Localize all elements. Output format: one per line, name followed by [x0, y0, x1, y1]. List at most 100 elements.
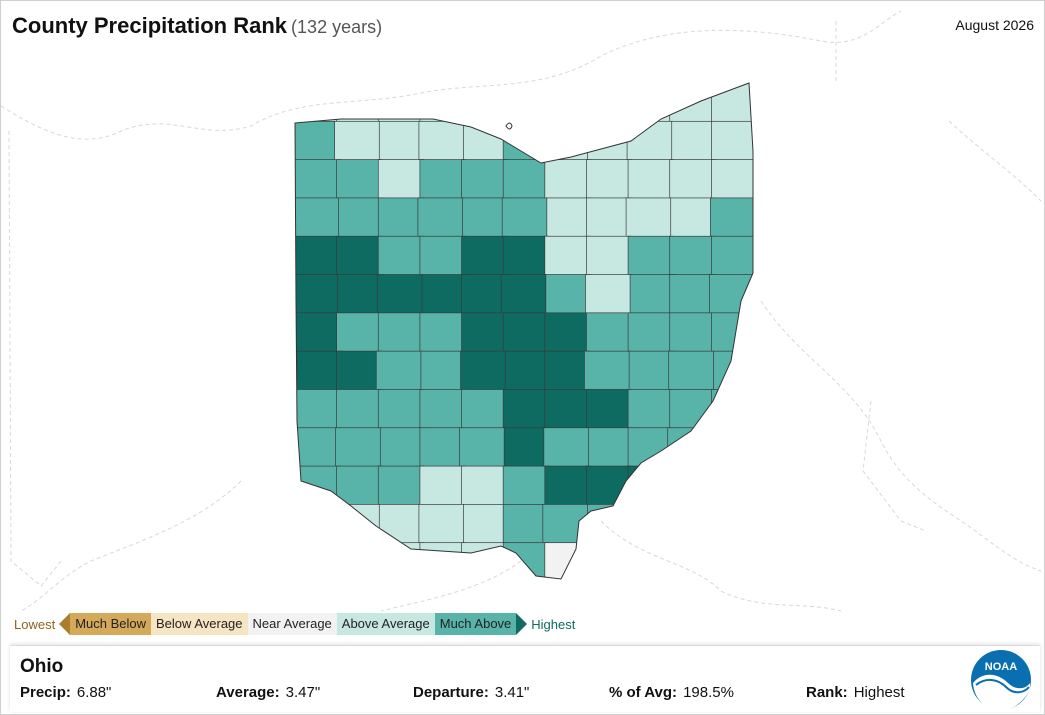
county-11-8[interactable]: [626, 504, 674, 545]
county-5-1[interactable]: [337, 274, 384, 315]
county-8-4[interactable]: [461, 389, 508, 430]
county-4-6[interactable]: [544, 235, 591, 276]
county-5-10[interactable]: [709, 274, 755, 315]
county-11-2[interactable]: [378, 504, 426, 545]
county-11-4[interactable]: [463, 504, 510, 545]
county-4-0[interactable]: [295, 235, 341, 276]
county-8-9[interactable]: [669, 389, 716, 430]
county-4-10[interactable]: [711, 235, 757, 276]
county-7-4[interactable]: [460, 350, 507, 391]
county-1-1[interactable]: [334, 120, 381, 161]
county-0-9[interactable]: [669, 83, 716, 123]
county-10-2[interactable]: [377, 465, 425, 506]
county-12-7[interactable]: [586, 542, 633, 582]
county-9-1[interactable]: [335, 427, 382, 468]
county-1-3[interactable]: [418, 120, 465, 161]
county-2-0[interactable]: [295, 159, 341, 200]
county-0-5[interactable]: [502, 83, 550, 123]
county-6-9[interactable]: [669, 312, 716, 353]
county-6-8[interactable]: [627, 312, 675, 353]
county-3-1[interactable]: [338, 197, 385, 238]
county-9-6[interactable]: [543, 427, 590, 468]
county-12-9[interactable]: [669, 542, 716, 582]
county-9-0[interactable]: [295, 427, 342, 468]
county-5-7[interactable]: [585, 274, 632, 315]
county-11-10[interactable]: [711, 504, 757, 545]
county-8-5[interactable]: [502, 389, 550, 430]
county-0-7[interactable]: [586, 83, 633, 123]
county-2-7[interactable]: [586, 159, 633, 200]
legend-much-above[interactable]: Much Above: [434, 613, 517, 635]
county-4-8[interactable]: [627, 235, 675, 276]
county-7-6[interactable]: [544, 350, 591, 391]
county-4-9[interactable]: [669, 235, 716, 276]
county-10-8[interactable]: [627, 465, 675, 506]
county-8-3[interactable]: [419, 389, 466, 430]
county-6-2[interactable]: [377, 312, 425, 353]
legend-much-below[interactable]: Much Below: [70, 613, 152, 635]
county-6-3[interactable]: [419, 312, 466, 353]
county-11-6[interactable]: [542, 504, 589, 545]
county-7-5[interactable]: [504, 350, 552, 391]
county-4-4[interactable]: [461, 235, 508, 276]
county-2-5[interactable]: [502, 159, 550, 200]
county-4-7[interactable]: [586, 235, 633, 276]
county-10-3[interactable]: [419, 465, 466, 506]
county-3-8[interactable]: [625, 197, 673, 238]
county-2-2[interactable]: [377, 159, 425, 200]
county-12-2[interactable]: [377, 542, 425, 582]
county-12-1[interactable]: [336, 542, 383, 582]
county-4-5[interactable]: [502, 235, 550, 276]
county-12-0[interactable]: [295, 542, 341, 582]
county-2-9[interactable]: [669, 159, 716, 200]
county-9-10[interactable]: [712, 427, 758, 468]
county-12-8[interactable]: [627, 542, 675, 582]
county-5-9[interactable]: [669, 274, 716, 315]
county-7-0[interactable]: [296, 350, 343, 391]
county-4-2[interactable]: [377, 235, 425, 276]
county-7-7[interactable]: [584, 350, 631, 391]
county-10-6[interactable]: [544, 465, 591, 506]
county-0-0[interactable]: [295, 83, 341, 123]
county-0-4[interactable]: [461, 83, 508, 123]
county-10-5[interactable]: [502, 465, 550, 506]
county-2-8[interactable]: [627, 159, 675, 200]
county-3-9[interactable]: [670, 197, 717, 238]
county-1-9[interactable]: [671, 120, 718, 161]
county-8-8[interactable]: [627, 389, 675, 430]
county-12-6[interactable]: [544, 542, 591, 582]
county-0-6[interactable]: [544, 83, 591, 123]
county-4-3[interactable]: [419, 235, 466, 276]
county-8-6[interactable]: [544, 389, 591, 430]
county-4-1[interactable]: [336, 235, 383, 276]
county-3-2[interactable]: [377, 197, 425, 238]
county-8-1[interactable]: [336, 389, 383, 430]
county-5-3[interactable]: [421, 274, 468, 315]
county-3-0[interactable]: [294, 197, 340, 238]
county-3-7[interactable]: [586, 197, 633, 238]
county-10-0[interactable]: [295, 465, 341, 506]
county-7-2[interactable]: [375, 350, 423, 391]
county-10-1[interactable]: [336, 465, 383, 506]
county-8-10[interactable]: [711, 389, 757, 430]
county-10-9[interactable]: [669, 465, 716, 506]
county-3-4[interactable]: [462, 197, 509, 238]
county-1-2[interactable]: [378, 120, 426, 161]
county-9-3[interactable]: [419, 427, 466, 468]
county-1-6[interactable]: [542, 120, 589, 161]
county-2-10[interactable]: [711, 159, 757, 200]
county-11-9[interactable]: [671, 504, 718, 545]
county-2-6[interactable]: [544, 159, 591, 200]
legend-above-average[interactable]: Above Average: [336, 613, 435, 635]
county-2-1[interactable]: [336, 159, 383, 200]
county-9-7[interactable]: [588, 427, 635, 468]
county-7-3[interactable]: [420, 350, 467, 391]
county-1-0[interactable]: [295, 120, 341, 161]
county-6-7[interactable]: [586, 312, 633, 353]
county-11-3[interactable]: [418, 504, 465, 545]
county-12-10[interactable]: [711, 542, 757, 582]
county-5-8[interactable]: [629, 274, 677, 315]
county-10-10[interactable]: [711, 465, 757, 506]
county-6-5[interactable]: [502, 312, 550, 353]
county-3-5[interactable]: [501, 197, 549, 238]
